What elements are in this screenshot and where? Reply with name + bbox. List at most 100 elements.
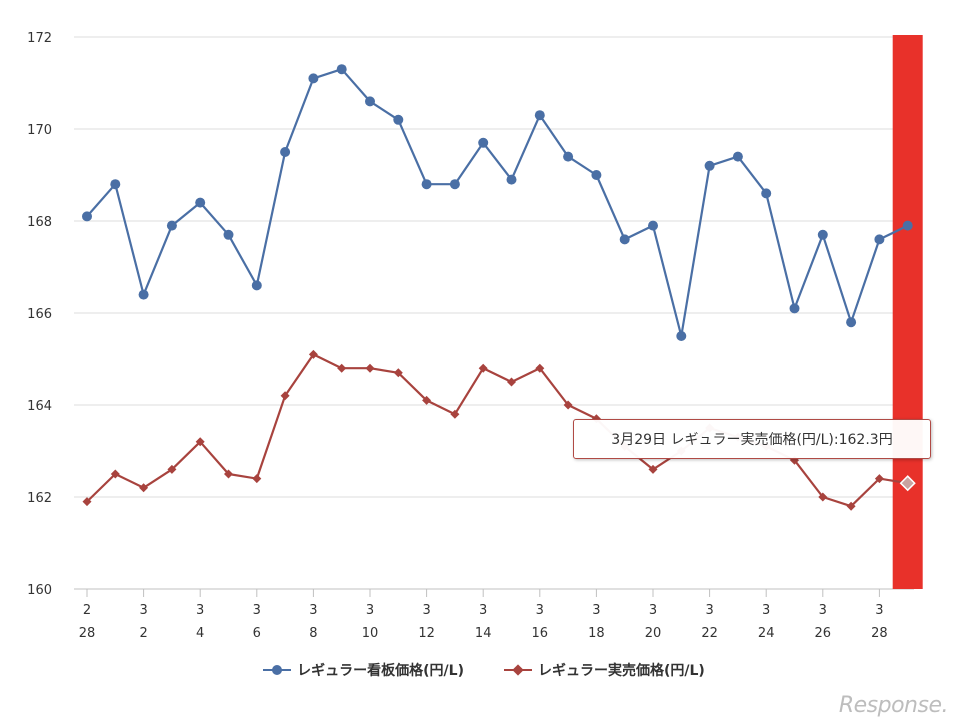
series-1-point [478,363,488,373]
series-0-point [619,234,630,245]
x-tick-day: 22 [701,626,718,641]
series-0-point [365,96,375,107]
series-0-point [336,64,347,75]
y-axis-ticks: 160 162 164 166 168 170 172 [27,31,52,598]
x-tick-month: 3 [253,603,261,618]
x-tick-month: 3 [649,603,657,618]
series-0-point [817,229,828,240]
series-0-point [563,151,574,162]
x-tick-day: 28 [79,626,96,641]
series-0-point [308,73,319,84]
series-0-point [534,110,545,121]
highlight-band [892,35,923,589]
series-0-point [761,188,772,199]
y-tick-label: 172 [27,31,52,46]
legend: レギュラー看板価格(円/L) レギュラー実売価格(円/L) [0,660,968,680]
legend-label-signboard: レギュラー看板価格(円/L) [297,663,464,679]
series-1-point [110,469,120,479]
series-1-point [507,377,516,387]
series-1-point [82,497,92,507]
series-0-point [223,229,234,240]
series-0-point [138,289,149,300]
series-markers [82,64,916,511]
series-0-point [902,220,913,231]
series-0-point [195,197,206,208]
x-tick-day: 10 [362,626,379,641]
x-tick-month: 3 [309,603,317,618]
x-tick-month: 3 [705,603,713,618]
series-1-point [563,400,573,410]
x-tick-day: 6 [253,626,261,641]
series-0-point [478,137,489,148]
y-tick-label: 166 [27,307,52,322]
series-0-point [393,114,404,125]
series-1-point [167,464,177,474]
grid-lines [74,36,914,590]
x-tick-month: 3 [422,603,430,618]
circle-marker-icon [263,664,292,676]
series-1-point [139,483,149,493]
x-tick-month: 3 [479,603,487,618]
x-tick-day: 2 [139,626,147,641]
series-1-point [308,349,318,359]
series-1-point [648,464,658,474]
series-0-point [648,220,658,231]
series-1-point [252,474,262,484]
x-axis-ticks: 2 28 3 2 3 4 3 6 3 8 3 10 3 12 3 14 3 16 3 18 3 20 3 22 3 24 3 26 3 2… [79,589,888,641]
series-0-point [789,303,800,314]
x-tick-day: 8 [309,626,317,641]
series-1-point [450,409,460,419]
x-tick-month: 3 [819,603,827,618]
x-tick-day: 12 [418,626,435,641]
series-1-point [224,469,233,479]
series-1-point [280,391,290,401]
series-0-point [506,174,517,185]
legend-label-actual: レギュラー実売価格(円/L) [538,663,705,679]
series-1-point [195,437,205,447]
series-1-point [365,363,375,373]
series-0-point [449,179,460,190]
series-1-point [337,363,347,373]
tooltip: 3月29日 レギュラー実売価格(円/L):162.3円 [573,419,931,459]
series-0-point [82,211,92,222]
x-tick-day: 14 [475,626,492,641]
series-1-point [535,363,545,373]
x-tick-day: 26 [815,626,832,641]
legend-item-actual[interactable]: レギュラー実売価格(円/L) [504,660,705,680]
series-0-point [110,179,121,190]
series-1-point [422,395,432,405]
series-0-point [846,317,857,328]
series-0-point [166,220,177,231]
series-line-0 [86,68,909,338]
series-1-point [818,492,828,502]
legend-item-signboard[interactable]: レギュラー看板価格(円/L) [263,660,464,680]
x-tick-day: 4 [196,626,204,641]
series-0-point [874,234,885,245]
x-tick-month: 3 [366,603,374,618]
x-tick-month: 3 [196,603,204,618]
x-tick-day: 16 [532,626,549,641]
series-0-point [591,170,602,180]
series-0-point [704,160,715,171]
x-tick-month: 3 [139,603,147,618]
series-0-point [251,280,262,291]
series-0-point [676,331,687,341]
x-tick-day: 18 [588,626,605,641]
y-tick-label: 164 [27,399,52,414]
x-tick-month: 3 [592,603,600,618]
series-1-point [846,501,856,511]
series-1-point [393,368,403,378]
series-0-point [732,151,743,162]
diamond-marker-icon [504,664,532,676]
hovered-point [899,475,916,492]
x-tick-month: 2 [83,603,91,618]
series-0-point [421,179,432,190]
x-tick-day: 24 [758,626,775,641]
series-0-point [280,147,291,157]
x-tick-month: 3 [875,603,883,618]
y-tick-label: 160 [27,583,52,598]
x-tick-month: 3 [536,603,544,618]
y-tick-label: 162 [27,491,52,506]
x-tick-month: 3 [762,603,770,618]
